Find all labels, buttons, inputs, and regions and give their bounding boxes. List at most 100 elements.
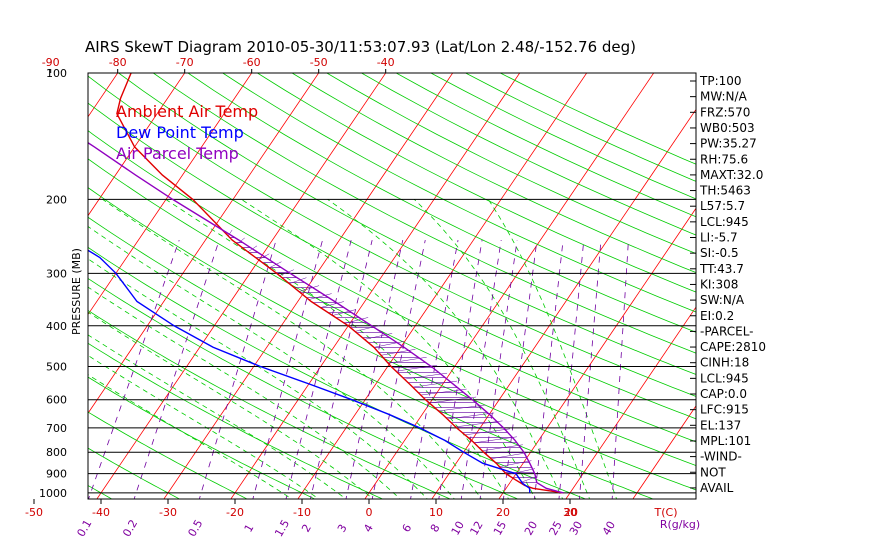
dry-adiabat-line	[221, 73, 696, 313]
mixing-ratio-label: 0.5	[185, 517, 205, 539]
index-label: TP:100	[699, 74, 742, 88]
isotherm-line	[230, 73, 521, 499]
pressure-tick-label: 800	[46, 446, 67, 459]
mixing-ratio-line	[533, 240, 564, 499]
index-label: RH:75.6	[700, 152, 748, 166]
isotherm-line	[632, 405, 696, 499]
cape-hatch-line	[491, 452, 528, 459]
index-label: SW:N/A	[700, 293, 745, 307]
cape-hatch-line	[420, 388, 467, 396]
pressure-tick-label: 100	[46, 67, 67, 80]
bottom-temp-tick-label: 0	[366, 506, 373, 519]
top-temp-tick-label: -60	[243, 56, 261, 69]
dry-adiabat-line	[88, 411, 248, 499]
index-label: -PARCEL-	[700, 324, 754, 338]
moist-adiabat-line	[487, 199, 617, 499]
moist-adiabat-line	[102, 199, 483, 499]
dry-adiabat-line	[187, 73, 696, 333]
moist-adiabat-line	[327, 199, 564, 499]
mixing-ratio-line	[460, 240, 502, 499]
dry-adiabat-line	[88, 309, 451, 499]
cape-hatch-line	[299, 285, 320, 292]
mixing-units-label: R(g/kg)	[660, 518, 700, 531]
cape-hatch-line	[344, 317, 369, 324]
cape-hatch-line	[473, 436, 517, 444]
cape-hatch-line	[507, 468, 536, 475]
cape-hatch-line	[332, 309, 357, 316]
mixing-ratio-line	[611, 240, 629, 499]
mixing-ratio-label: 2	[299, 522, 314, 535]
index-label: PW:35.27	[700, 137, 757, 151]
mixing-ratio-label: 0.2	[120, 517, 140, 539]
bottom-temp-tick-label: -40	[92, 506, 110, 519]
parcel-temp-line	[88, 141, 564, 494]
cape-hatch-line	[499, 460, 532, 467]
mixing-ratio-label: 4	[361, 522, 376, 535]
mixing-ratio-line	[438, 240, 483, 499]
mixing-ratio-label: 3	[335, 522, 350, 535]
temp-units-label: T(C)	[654, 506, 678, 519]
moist-adiabat-line	[88, 258, 428, 499]
legend-entry: Ambient Air Temp	[116, 102, 258, 121]
dry-adiabat-line	[88, 447, 181, 499]
isotherm-line	[565, 306, 696, 499]
bottom-temp-tick-label: 30	[563, 506, 577, 519]
dry-adiabat-line	[88, 130, 696, 443]
index-label: SI:-0.5	[700, 246, 739, 260]
cape-hatch-line	[320, 301, 344, 308]
mixing-ratio-label: 6	[400, 522, 415, 535]
mixing-ratio-line	[558, 240, 585, 499]
cape-hatch-line	[455, 420, 503, 428]
legend: Ambient Air Temp Dew Point Temp Air Parcel…	[116, 102, 258, 163]
isotherm-line	[88, 73, 186, 217]
pressure-tick-label: 200	[46, 193, 67, 206]
dry-adiabat-line	[326, 73, 696, 255]
cape-hatch-line	[381, 349, 416, 356]
dry-adiabat-line	[88, 376, 316, 499]
mixing-ratio-label: 30	[567, 519, 585, 538]
top-temp-tick-label: -40	[377, 56, 395, 69]
mixing-ratio-line	[479, 240, 518, 499]
top-temp-tick-label: -70	[176, 56, 194, 69]
dry-adiabat-line	[152, 73, 696, 354]
mixing-ratio-label: 40	[600, 519, 618, 538]
dry-adiabat-line	[88, 158, 696, 467]
index-label: KI:308	[700, 277, 738, 291]
mixing-ratio-label: 8	[428, 522, 443, 535]
isotherm-line	[364, 73, 655, 499]
isotherm-line	[88, 73, 320, 414]
bottom-temp-tick-label: 20	[564, 506, 578, 519]
legend-entry: Air Parcel Temp	[116, 144, 239, 163]
cape-hatch-line	[269, 261, 282, 268]
mixing-ratio-line	[309, 240, 373, 499]
cape-hatch-line	[438, 404, 486, 412]
moist-adiabat-line	[88, 334, 347, 499]
plot-frame	[87, 72, 697, 500]
index-label: CINH:18	[700, 356, 749, 370]
index-label: NOT	[700, 465, 726, 479]
pressure-tick-label: 900	[46, 468, 67, 481]
ambient-temp-line	[116, 73, 564, 494]
dew-point-line	[88, 249, 531, 493]
mixing-ratio-label: 12	[467, 519, 485, 538]
pressure-tick-label: 500	[46, 360, 67, 373]
moist-adiabat-line	[88, 374, 293, 499]
index-label: EI:0.2	[700, 309, 734, 323]
mixing-ratio-line	[345, 240, 404, 499]
cape-hatch-line	[429, 396, 477, 404]
moist-adiabat-line	[88, 311, 374, 499]
pressure-tick-label: 300	[46, 267, 67, 280]
dry-adiabat-line	[256, 73, 696, 293]
cape-hatch-line	[227, 229, 233, 237]
index-label: CAPE:2810	[700, 340, 766, 354]
bottom-temp-tick-label: 10	[429, 506, 443, 519]
moist-adiabat-line	[414, 199, 591, 499]
mixing-ratio-label: 25	[547, 519, 565, 538]
mixing-ratio-line	[133, 239, 220, 499]
cape-hatch-line	[464, 428, 511, 436]
index-label: -WIND-	[700, 450, 742, 464]
mixing-ratio-line	[503, 240, 538, 499]
bottom-temp-tick-label: -10	[293, 506, 311, 519]
index-label: TT:43.7	[699, 262, 744, 276]
